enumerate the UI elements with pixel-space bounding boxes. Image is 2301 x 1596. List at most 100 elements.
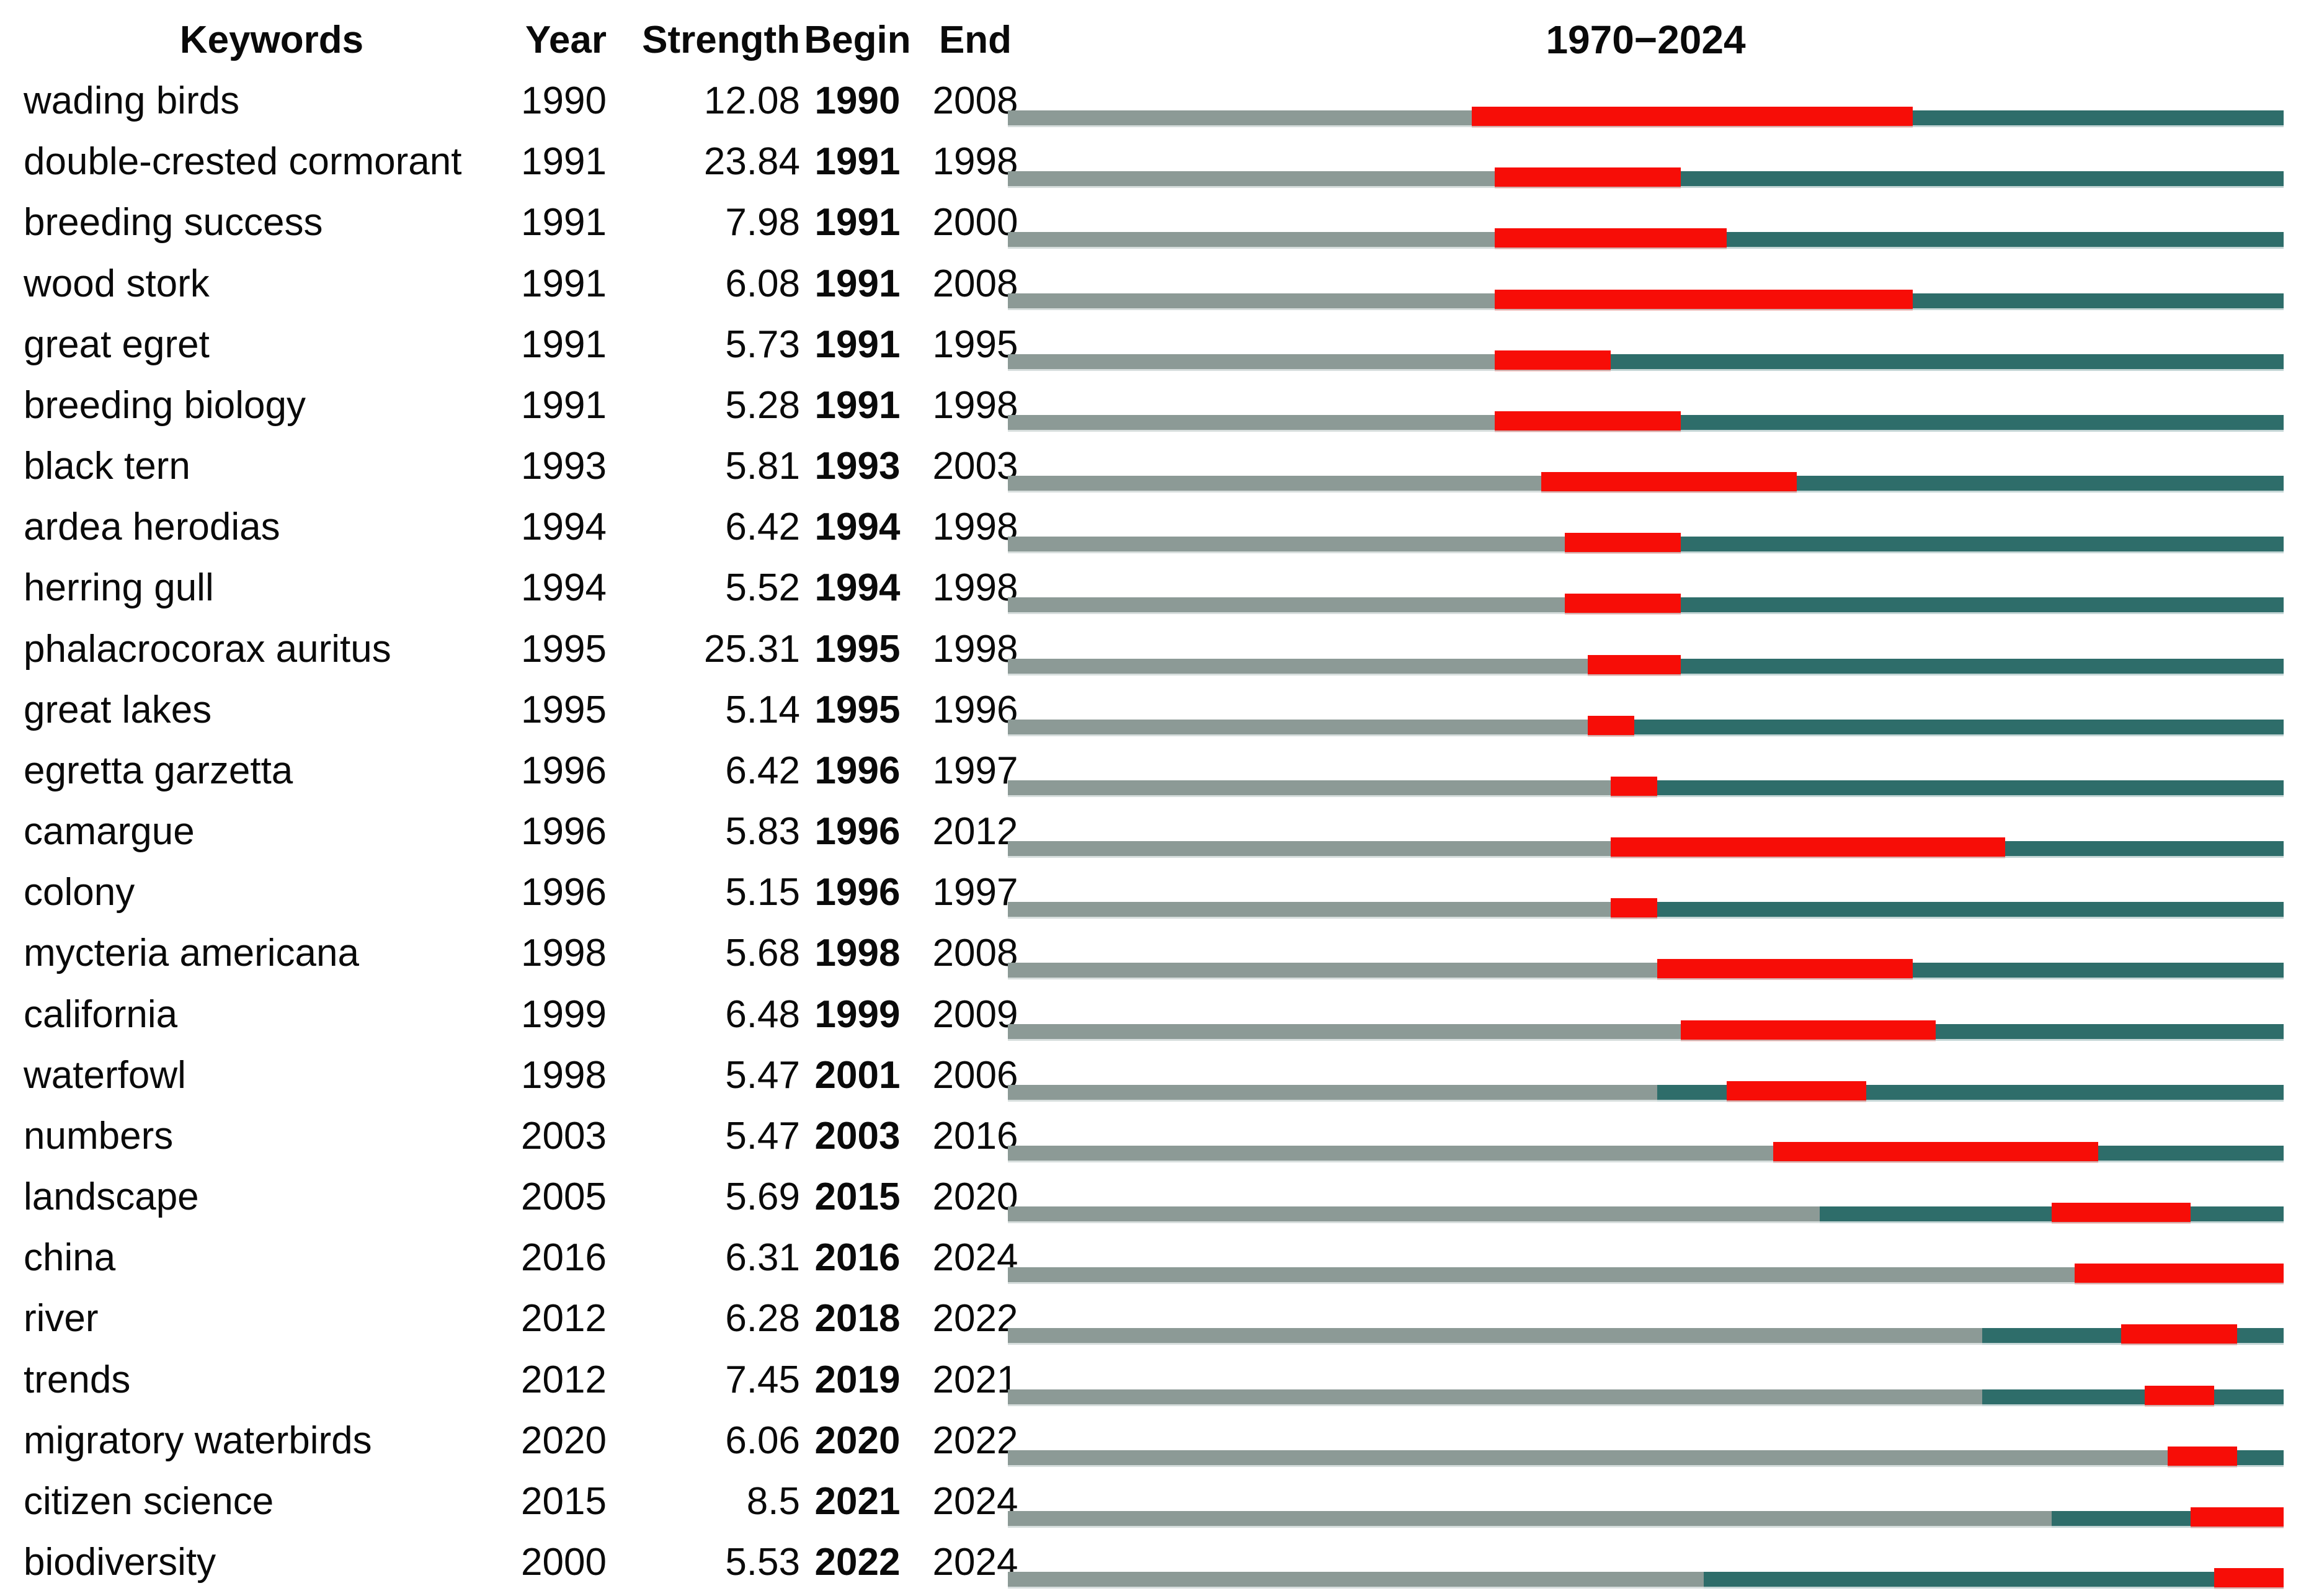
pre-period-bar [1008,415,1495,430]
end-cell: 2016 [932,1114,1018,1157]
table-row: california 1999 6.48 1999 2009 [0,987,2301,1048]
begin-cell: 1995 [814,627,901,671]
keyword-cell: great egret [24,323,210,366]
begin-cell: 2016 [814,1236,901,1279]
strength-cell: 5.81 [725,444,800,488]
burst-bar [2121,1324,2238,1344]
pre-period-bar [1008,780,1611,795]
strength-cell: 7.98 [725,200,800,244]
keyword-cell: colony [24,870,135,914]
begin-cell: 1991 [814,200,901,244]
year-cell: 1996 [521,870,607,914]
keyword-cell: mycteria americana [24,931,359,974]
keyword-cell: phalacrocorax auritus [24,627,391,671]
keyword-cell: waterfowl [24,1053,186,1097]
year-cell: 1998 [521,931,607,974]
column-header-begin: Begin [804,18,911,61]
strength-cell: 12.08 [703,79,800,122]
end-cell: 1996 [932,688,1018,731]
table-row: migratory waterbirds 2020 6.06 2020 2022 [0,1414,2301,1474]
pre-period-bar [1008,1146,1774,1161]
burst-bar [1657,959,1913,978]
strength-cell: 5.47 [725,1053,800,1097]
burst-bar [1773,1142,2098,1161]
table-row: mycteria americana 1998 5.68 1998 2008 [0,926,2301,987]
table-row: breeding success 1991 7.98 1991 2000 [0,195,2301,256]
pre-period-bar [1008,1511,2052,1526]
pre-period-bar [1008,1085,1658,1100]
burst-bar [1541,472,1797,491]
burst-bar [1611,837,2006,857]
end-cell: 2003 [932,444,1018,488]
timeline-track [1008,318,2284,378]
burst-bar [1727,1081,1866,1100]
year-cell: 2016 [521,1236,607,1279]
timeline-track [1008,561,2284,622]
begin-cell: 2022 [814,1540,901,1584]
pre-period-bar [1008,1267,2075,1282]
year-cell: 2005 [521,1175,607,1218]
end-cell: 1997 [932,870,1018,914]
begin-cell: 1999 [814,992,901,1036]
table-row: waterfowl 1998 5.47 2001 2006 [0,1048,2301,1109]
year-cell: 2012 [521,1358,607,1401]
table-row: herring gull 1994 5.52 1994 1998 [0,561,2301,622]
end-cell: 2008 [932,262,1018,305]
strength-cell: 6.28 [725,1296,800,1340]
column-header-end: End [938,18,1012,61]
end-cell: 2000 [932,200,1018,244]
active-period-bar [1611,780,2284,795]
strength-cell: 6.08 [725,262,800,305]
pre-period-bar [1008,597,1565,612]
burst-bar [1611,898,1658,917]
begin-cell: 1991 [814,140,901,183]
begin-cell: 1991 [814,262,901,305]
strength-cell: 5.69 [725,1175,800,1218]
keyword-cell: migratory waterbirds [24,1419,372,1462]
strength-cell: 6.31 [725,1236,800,1279]
timeline-track [1008,622,2284,683]
active-period-bar [1982,1389,2284,1404]
keyword-cell: camargue [24,809,195,853]
keyword-cell: numbers [24,1114,174,1157]
timeline-track [1008,195,2284,256]
year-cell: 2003 [521,1114,607,1157]
keyword-cell: river [24,1296,99,1340]
timeline-track [1008,257,2284,318]
table-row: ardea herodias 1994 6.42 1994 1998 [0,500,2301,561]
strength-cell: 5.15 [725,870,800,914]
begin-cell: 1996 [814,870,901,914]
active-period-bar [1588,720,2284,734]
year-cell: 2020 [521,1419,607,1462]
burst-bar [1495,350,1611,370]
strength-cell: 23.84 [703,140,800,183]
pre-period-bar [1008,171,1495,186]
end-cell: 2006 [932,1053,1018,1097]
timeline-track [1008,865,2284,926]
timeline-track [1008,1474,2284,1535]
active-period-bar [1588,659,2284,674]
strength-cell: 6.06 [725,1419,800,1462]
keyword-cell: ardea herodias [24,505,280,548]
end-cell: 2024 [932,1540,1018,1584]
pre-period-bar [1008,1572,1704,1587]
end-cell: 2024 [932,1479,1018,1523]
begin-cell: 1995 [814,688,901,731]
table-row: black tern 1993 5.81 1993 2003 [0,439,2301,500]
timeline-track [1008,1291,2284,1352]
year-cell: 1990 [521,79,607,122]
strength-cell: 25.31 [703,627,800,671]
table-row: double-crested cormorant 1991 23.84 1991… [0,135,2301,195]
year-cell: 1991 [521,200,607,244]
begin-cell: 1994 [814,505,901,548]
strength-cell: 5.52 [725,566,800,609]
keyword-cell: herring gull [24,566,214,609]
begin-cell: 1990 [814,79,901,122]
burst-bar [1495,290,1913,309]
burst-bar [1564,533,1681,552]
timeline-track [1008,805,2284,865]
burst-bar [1680,1020,1936,1040]
begin-cell: 1993 [814,444,901,488]
year-cell: 1991 [521,383,607,427]
